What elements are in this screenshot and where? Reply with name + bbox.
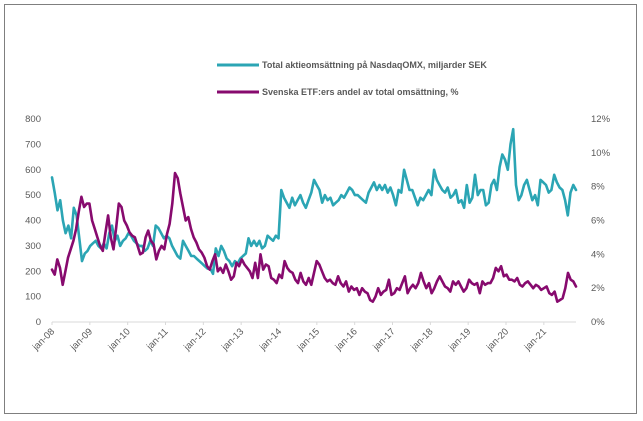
y-left-tick-label: 800 — [25, 114, 41, 125]
x-tick-label: jan-16 — [333, 326, 360, 353]
y-left-tick-label: 600 — [25, 165, 41, 176]
y-right-tick-label: 8% — [591, 182, 605, 193]
y-left-tick-label: 100 — [25, 292, 41, 303]
chart-svg: Total aktieomsättning på NasdaqOMX, milj… — [25, 60, 611, 354]
y-right-tick-label: 6% — [591, 216, 605, 227]
x-tick-label: jan-13 — [219, 326, 246, 353]
x-tick-label: jan-11 — [144, 326, 171, 353]
x-tick-label: jan-20 — [484, 326, 511, 353]
y-left-tick-label: 700 — [25, 139, 41, 150]
legend: Total aktieomsättning på NasdaqOMX, milj… — [217, 60, 487, 97]
series-layer — [50, 127, 578, 304]
y-left-tick-label: 300 — [25, 241, 41, 252]
x-tick-label: jan-08 — [30, 326, 57, 353]
series-line-etf-share — [50, 171, 578, 304]
x-tick-label: jan-14 — [257, 326, 284, 353]
x-tick-label: jan-15 — [295, 326, 322, 353]
y-left-tick-label: 200 — [25, 266, 41, 277]
chart-frame: Total aktieomsättning på NasdaqOMX, milj… — [4, 4, 637, 414]
y-right-tick-label: 4% — [591, 249, 605, 260]
y-right-tick-label: 2% — [591, 283, 605, 294]
legend-label-total-turnover: Total aktieomsättning på NasdaqOMX, milj… — [262, 60, 487, 70]
x-tick-label: jan-12 — [181, 326, 208, 353]
x-tick-label: jan-21 — [522, 326, 549, 353]
x-tick-label: jan-09 — [68, 326, 95, 353]
series-line-total-turnover — [50, 127, 578, 276]
legend-label-etf-share: Svenska ETF:ers andel av total omsättnin… — [262, 87, 459, 97]
y-right-tick-label: 10% — [591, 148, 611, 159]
y-right-tick-label: 0% — [591, 317, 605, 328]
y-left-tick-label: 0 — [36, 317, 41, 328]
y-left-tick-label: 500 — [25, 190, 41, 201]
x-tick-label: jan-18 — [408, 326, 435, 353]
y-right-tick-label: 12% — [591, 114, 611, 125]
x-tick-label: jan-19 — [446, 326, 473, 353]
x-tick-label: jan-17 — [370, 326, 397, 353]
x-tick-label: jan-10 — [106, 326, 133, 353]
y-left-tick-label: 400 — [25, 216, 41, 227]
